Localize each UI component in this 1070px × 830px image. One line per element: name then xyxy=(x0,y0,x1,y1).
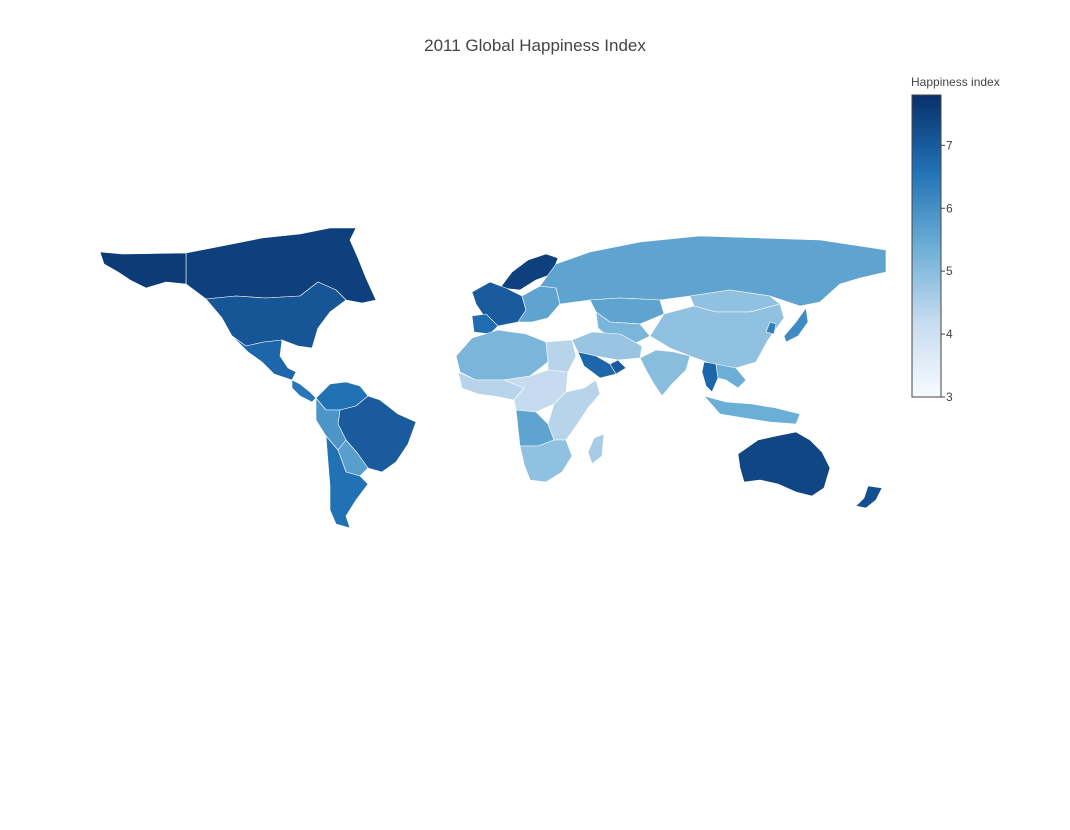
region-chile-argentina[interactable] xyxy=(325,435,369,529)
region-iberia[interactable] xyxy=(471,313,499,335)
region-mexico[interactable] xyxy=(231,335,297,381)
colorbar-tick-label: 3 xyxy=(946,390,953,404)
region-canada[interactable] xyxy=(185,227,377,304)
region-greenland[interactable] xyxy=(99,251,187,289)
region-korea[interactable] xyxy=(765,321,777,335)
region-new-zealand[interactable] xyxy=(855,485,883,509)
region-eastern-europe[interactable] xyxy=(517,285,561,323)
region-india[interactable] xyxy=(639,349,691,397)
region-thailand[interactable] xyxy=(701,361,719,393)
region-indonesia[interactable] xyxy=(703,395,801,425)
colorbar-gradient xyxy=(911,94,942,398)
colorbar: 7 6 5 4 3 xyxy=(911,94,953,404)
colorbar-tick-label: 5 xyxy=(946,264,953,278)
colorbar-tick-label: 4 xyxy=(946,327,953,341)
region-china[interactable] xyxy=(649,303,785,369)
colorbar-tick-label: 6 xyxy=(946,201,953,215)
colorbar-title: Happiness index xyxy=(911,75,1000,89)
region-east-africa[interactable] xyxy=(547,379,601,441)
region-oman-uae[interactable] xyxy=(609,359,627,375)
chart-title: 2011 Global Happiness Index xyxy=(424,36,646,55)
colorbar-tick-label: 7 xyxy=(946,138,953,152)
region-madagascar[interactable] xyxy=(587,433,605,465)
region-angola[interactable] xyxy=(515,409,555,447)
region-central-america[interactable] xyxy=(291,379,317,403)
region-southern-africa[interactable] xyxy=(519,439,573,483)
region-scandinavia[interactable] xyxy=(499,253,559,291)
region-australia[interactable] xyxy=(737,431,831,497)
region-southeast-asia[interactable] xyxy=(715,363,747,389)
region-japan[interactable] xyxy=(783,307,809,343)
region-north-africa[interactable] xyxy=(455,329,549,381)
region-egypt[interactable] xyxy=(545,339,577,373)
